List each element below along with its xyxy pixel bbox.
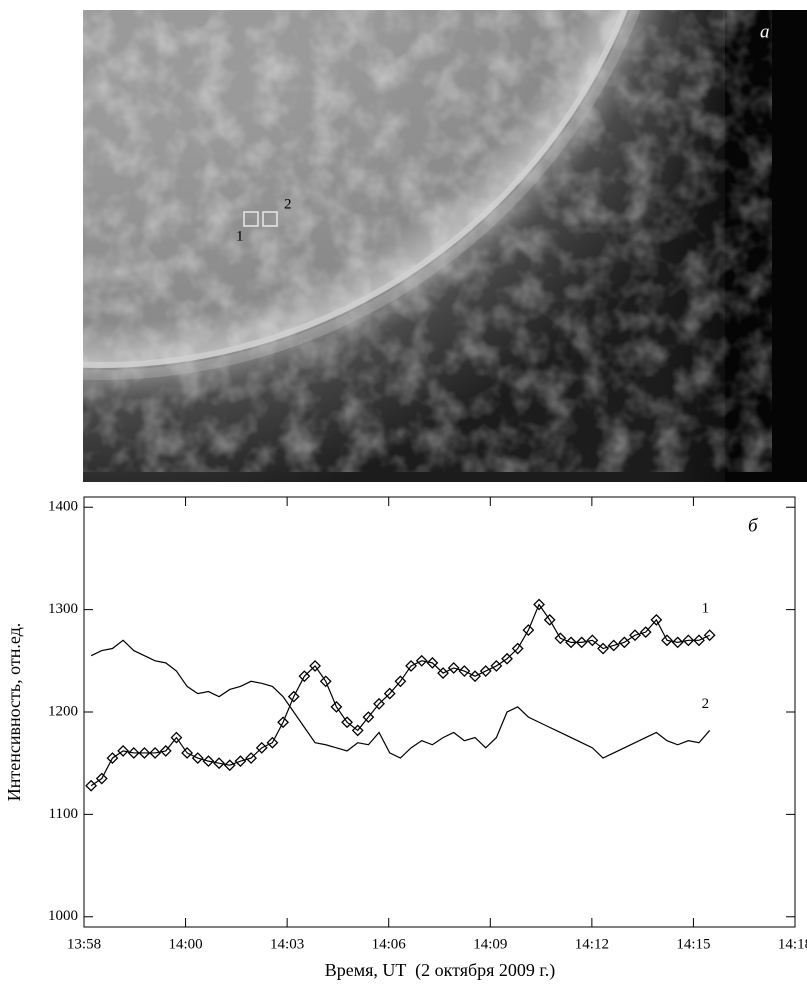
diamond-marker	[394, 675, 407, 688]
diamond-marker	[117, 744, 130, 757]
diamond-marker	[330, 700, 343, 713]
diamond-marker	[693, 634, 705, 647]
diamond-marker	[650, 613, 663, 626]
diamond-marker	[159, 744, 172, 757]
x-tick-label: 14:18	[778, 936, 807, 952]
diamond-marker	[597, 642, 609, 655]
diamond-marker	[287, 690, 300, 703]
diamond-marker	[245, 752, 258, 764]
diamond-marker	[490, 660, 503, 672]
x-tick-label: 14:03	[270, 936, 304, 952]
diamond-marker	[479, 665, 492, 677]
y-tick-label: 1200	[48, 703, 78, 719]
x-tick-label: 14:09	[473, 936, 507, 952]
diamond-marker	[298, 670, 311, 683]
x-tick-label: 14:06	[372, 936, 407, 952]
diamond-marker	[458, 665, 471, 677]
x-tick-label: 14:15	[676, 936, 710, 952]
diamond-marker	[618, 636, 631, 649]
region-box	[243, 211, 259, 227]
diamond-marker	[469, 670, 481, 683]
diamond-marker	[405, 660, 417, 672]
diamond-marker	[277, 716, 289, 729]
diamond-marker	[522, 624, 535, 637]
series-label: 2	[702, 696, 710, 712]
diamond-marker	[362, 711, 375, 724]
diamond-marker	[202, 755, 215, 768]
diamond-marker	[373, 697, 385, 710]
solar-image: 1 2 а	[83, 10, 807, 482]
diamond-marker	[533, 598, 545, 611]
diamond-marker	[266, 736, 279, 749]
series-line	[90, 639, 711, 759]
diamond-marker	[671, 636, 684, 649]
diamond-marker	[223, 759, 236, 772]
y-axis-label: Интенсивность, отн.ед.	[4, 623, 24, 802]
diamond-marker	[181, 747, 194, 759]
diamond-marker	[127, 747, 140, 759]
region-label: 2	[284, 196, 292, 212]
diamond-marker	[703, 629, 716, 642]
diamond-marker	[85, 779, 98, 792]
diamond-marker	[341, 716, 353, 729]
panel-label: б	[748, 515, 759, 536]
diamond-marker	[554, 632, 567, 645]
diamond-marker	[191, 752, 204, 764]
series-label: 1	[702, 601, 710, 617]
diamond-marker	[543, 613, 556, 626]
x-tick-label: 14:12	[575, 936, 609, 952]
diamond-marker	[511, 642, 524, 655]
diamond-marker	[661, 634, 673, 647]
y-tick-label: 1300	[48, 601, 78, 617]
y-tick-label: 1400	[48, 499, 78, 515]
diamond-marker	[447, 662, 460, 674]
diamond-marker	[138, 747, 151, 759]
panel-label: а	[760, 21, 770, 42]
region-box	[262, 211, 278, 227]
diamond-marker	[170, 731, 183, 744]
diamond-marker	[234, 755, 247, 768]
diamond-marker	[149, 747, 162, 759]
y-tick-label: 1000	[48, 908, 78, 924]
diamond-marker	[383, 687, 396, 700]
diamond-marker	[309, 660, 321, 672]
diamond-marker	[565, 636, 577, 649]
diamond-marker	[255, 741, 268, 754]
diamond-marker	[682, 634, 695, 647]
x-tick-label: 13:58	[67, 936, 101, 952]
diamond-marker	[629, 629, 641, 642]
diamond-marker	[95, 772, 108, 785]
diamond-marker	[586, 634, 599, 647]
diamond-marker	[213, 757, 226, 770]
y-tick-label: 1100	[49, 806, 78, 822]
x-axis-label: Время, UT (2 октября 2009 г.)	[325, 960, 556, 981]
region-label: 1	[236, 228, 244, 244]
diamond-marker	[426, 656, 439, 669]
diamond-marker	[437, 667, 449, 680]
diamond-marker	[607, 639, 620, 652]
plot-frame	[83, 496, 796, 928]
diamond-marker	[415, 654, 428, 667]
diamond-marker	[351, 724, 364, 737]
diamond-marker	[501, 652, 513, 665]
diamond-marker	[106, 752, 119, 764]
diamond-marker	[575, 636, 588, 649]
diamond-marker	[639, 626, 652, 639]
diamond-marker	[319, 675, 332, 688]
x-tick-label: 14:00	[168, 936, 202, 952]
